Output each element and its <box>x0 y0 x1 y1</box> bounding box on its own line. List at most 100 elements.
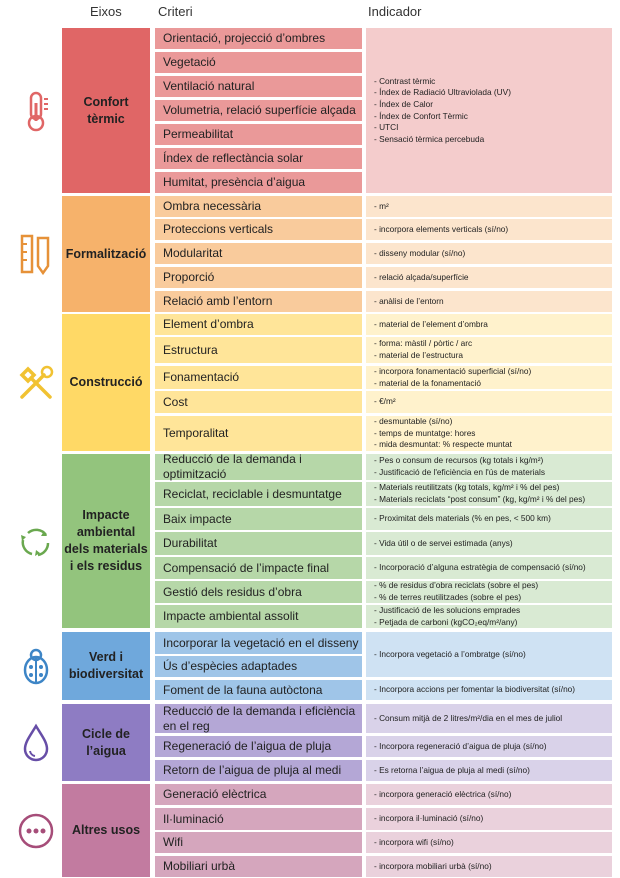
indicador-line: - % de residus d’obra reciclats (sobre e… <box>374 580 539 591</box>
criteri-cell: Ús d’espècies adaptades <box>155 656 362 677</box>
indicador-line: - Índex de Radiació Ultraviolada (UV) <box>374 87 511 98</box>
indicador-line: - Materials reciclats “post consum” (kg,… <box>374 494 586 504</box>
indicador-line: - Índex de Confort Tèrmic <box>374 110 468 121</box>
indicador-line: - incorpora il·luminació (sí/no) <box>374 813 484 824</box>
indicador-cell: - incorpora fonamentació superficial (sí… <box>366 366 612 389</box>
eix-label: Altres usos <box>62 784 150 877</box>
criteri-cell: Permeabilitat <box>155 124 362 145</box>
indicador-cell: - Es retorna l’aigua de pluja al medi (s… <box>366 760 612 781</box>
criteri-cell: Compensació de l’impacte final <box>155 557 362 579</box>
header-criteri: Criteri <box>158 4 193 19</box>
criteri-cell: Índex de reflectància solar <box>155 148 362 169</box>
ladybug-icon <box>14 644 58 688</box>
indicador-line: - incorpora fonamentació superficial (sí… <box>374 365 532 376</box>
water-drop-icon <box>14 721 58 765</box>
eix-label: Verd i biodiversitat <box>62 632 150 700</box>
indicador-cell: - €/m² <box>366 391 612 413</box>
indicador-cell: - Consum mitjà de 2 litres/m²/dia en el … <box>366 704 612 733</box>
indicador-cell: - incorpora elements verticals (sí/no) <box>366 219 612 240</box>
indicador-line: - Vida útil o de servei estimada (anys) <box>374 537 513 548</box>
criteri-cell: Estructura <box>155 337 362 363</box>
criteri-cell: Regeneració de l’aigua de pluja <box>155 736 362 757</box>
criteri-cell: Humitat, presència d’aigua <box>155 172 362 193</box>
header-indicador: Indicador <box>368 4 422 19</box>
tools-icon <box>14 361 58 405</box>
indicador-line: - incorpora elements verticals (sí/no) <box>374 223 509 234</box>
indicador-line: - Índex de Calor <box>374 98 434 109</box>
indicador-line: - Incorpora accions per fomentar la biod… <box>374 684 576 695</box>
criteri-cell: Mobiliari urbà <box>155 856 362 877</box>
indicador-line: - temps de muntatge: hores <box>374 427 476 438</box>
criteri-cell: Ventilació natural <box>155 76 362 97</box>
indicador-line: - incorpora mobiliari urbà (sí/no) <box>374 860 492 871</box>
criteri-cell: Temporalitat <box>155 416 362 451</box>
indicador-cell: - incorpora il·luminació (sí/no) <box>366 808 612 830</box>
indicador-line: - disseny modular (sí/no) <box>374 247 466 258</box>
criteri-cell: Generació elèctrica <box>155 784 362 805</box>
eix-label: Construcció <box>62 314 150 451</box>
eix-label: Cicle de l’aigua <box>62 704 150 781</box>
indicador-cell: - Contrast tèrmic - Índex de Radiació Ult… <box>366 28 612 193</box>
indicador-cell: - Materials reutilitzats (kg totals, kg/… <box>366 482 612 506</box>
indicador-line: - material de l’estructura <box>374 350 463 360</box>
indicador-line: - Sensació tèrmica percebuda <box>374 133 485 144</box>
indicador-line: - forma: màstil / pòrtic / arc <box>374 338 473 349</box>
thermometer-icon <box>14 89 58 133</box>
indicador-line: - Incorpora regeneració d’aigua de pluja… <box>374 740 547 751</box>
indicador-line: - mida desmuntat: % respecte muntat <box>374 439 512 450</box>
indicador-line: - material de l’element d’ombra <box>374 318 488 329</box>
criteri-cell: Volumetria, relació superfície alçada <box>155 100 362 121</box>
indicador-line: - relació alçada/superfície <box>374 271 469 282</box>
indicador-cell: - Pes o consum de recursos (kg totals i … <box>366 454 612 480</box>
indicador-cell: - forma: màstil / pòrtic / arc - material… <box>366 337 612 363</box>
criteri-cell: Vegetació <box>155 52 362 73</box>
indicador-cell: - Incorporació d’alguna estratègia de co… <box>366 557 612 579</box>
criteri-cell: Element d’ombra <box>155 314 362 335</box>
criteri-cell: Foment de la fauna autòctona <box>155 680 362 700</box>
indicador-cell: - Justificació de les solucions emprades… <box>366 605 612 628</box>
criteri-cell: Ombra necessària <box>155 196 362 217</box>
indicador-line: - anàlisi de l’entorn <box>374 295 444 306</box>
indicador-cell: - Proximitat dels materials (% en pes, <… <box>366 508 612 530</box>
criteri-cell: Cost <box>155 391 362 413</box>
indicador-line: - Contrast tèrmic <box>374 75 436 86</box>
indicador-line: - incorpora generació elèctrica (sí/no) <box>374 788 512 799</box>
criteri-cell: Gestió dels residus d’obra <box>155 581 362 603</box>
header-eixos: Eixos <box>90 4 122 19</box>
indicador-cell: - desmuntable (sí/no) - temps de muntatge… <box>366 416 612 451</box>
criteri-cell: Orientació, projecció d’ombres <box>155 28 362 49</box>
criteri-cell: Il·luminació <box>155 808 362 830</box>
criteri-cell: Fonamentació <box>155 366 362 389</box>
indicador-cell: - Incorpora regeneració d’aigua de pluja… <box>366 736 612 757</box>
ruler-pencil-icon <box>14 232 58 276</box>
indicador-line: - €/m² <box>374 396 396 407</box>
criteri-cell: Incorporar la vegetació en el disseny <box>155 632 362 654</box>
indicador-line: - m² <box>374 200 389 211</box>
indicador-line: - Materials reutilitzats (kg totals, kg/… <box>374 482 560 493</box>
indicador-line: - Petjada de carboni (kgCO₂eq/m²/any) <box>374 616 518 627</box>
indicador-line: - Incorpora vegetació a l’ombratge (sí/n… <box>374 648 526 659</box>
indicador-line: - UTCI <box>374 122 399 133</box>
criteri-cell: Baix impacte <box>155 508 362 530</box>
criteri-cell: Relació amb l’entorn <box>155 291 362 312</box>
indicador-cell: - Incorpora vegetació a l’ombratge (sí/n… <box>366 632 612 677</box>
indicador-line: - Justificació de l'eficiència en l'ús d… <box>374 467 546 477</box>
indicador-line: - Es retorna l’aigua de pluja al medi (s… <box>374 764 530 775</box>
indicador-line: - Proximitat dels materials (% en pes, <… <box>374 513 551 524</box>
criteri-cell: Reducció de la demanda i eficiència en e… <box>155 704 362 733</box>
eix-label: Impacte ambiental dels materials i els r… <box>62 454 150 628</box>
criteri-cell: Durabilitat <box>155 532 362 555</box>
criteri-cell: Proteccions verticals <box>155 219 362 240</box>
indicador-cell: - material de l’element d’ombra <box>366 314 612 335</box>
indicador-cell: - disseny modular (sí/no) <box>366 243 612 264</box>
criteri-cell: Proporció <box>155 267 362 288</box>
recycle-icon <box>14 519 58 563</box>
indicador-cell: - anàlisi de l’entorn <box>366 291 612 312</box>
indicador-cell: - incorpora generació elèctrica (sí/no) <box>366 784 612 805</box>
indicador-cell: - % de residus d’obra reciclats (sobre e… <box>366 580 612 603</box>
eix-label: Formalització <box>62 196 150 312</box>
criteri-cell: Reducció de la demanda i optimització <box>155 452 362 481</box>
criteri-cell: Retorn de l’aigua de pluja al medi <box>155 760 362 781</box>
indicador-line: - desmuntable (sí/no) <box>374 416 453 427</box>
indicador-cell: - incorpora mobiliari urbà (sí/no) <box>366 856 612 877</box>
